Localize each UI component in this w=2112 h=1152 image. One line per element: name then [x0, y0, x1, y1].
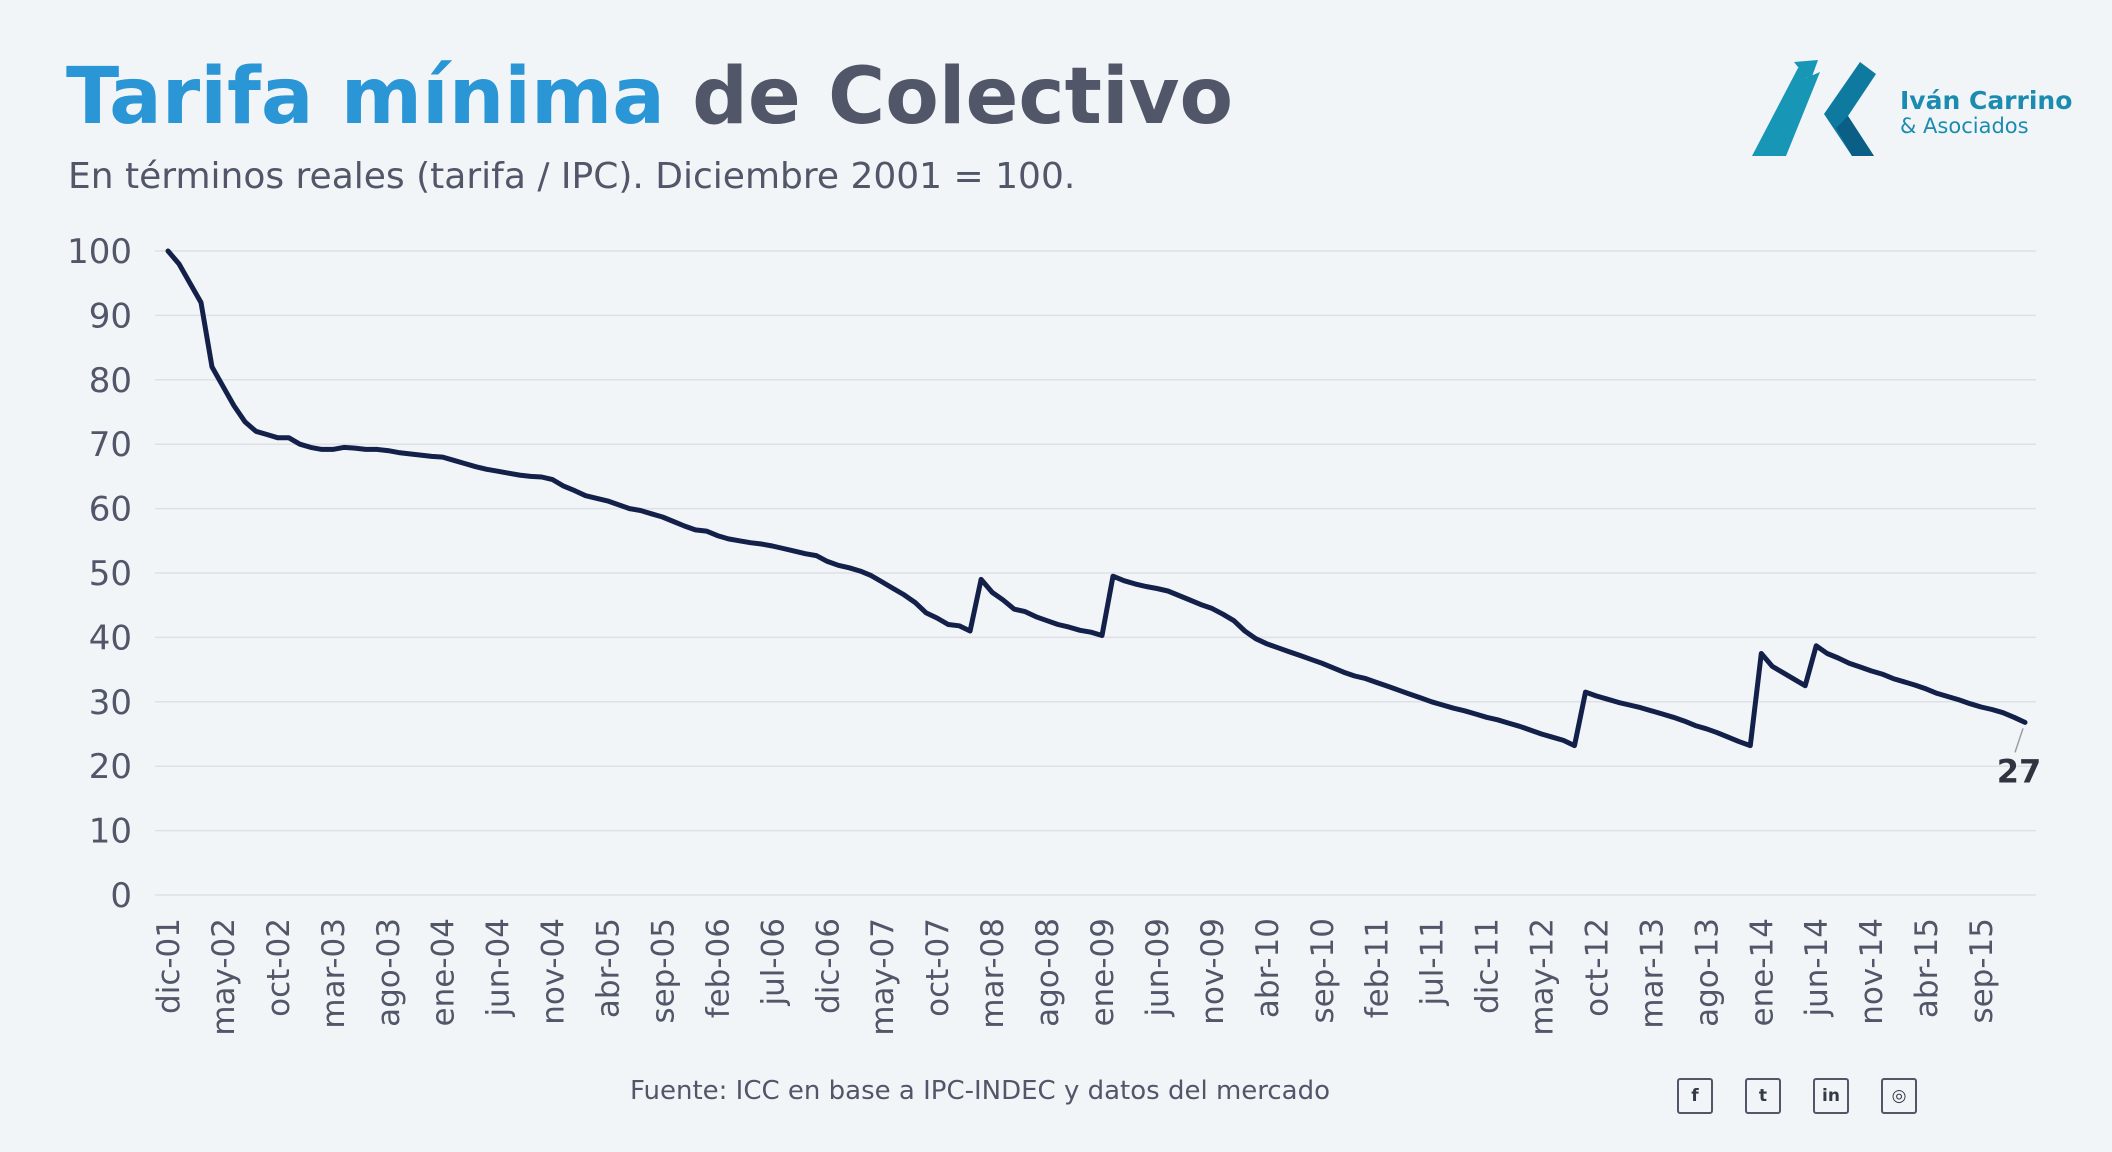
x-tick-label: jul-11: [1415, 918, 1451, 1007]
y-tick-label: 100: [67, 232, 132, 272]
title-highlight: Tarifa mínima: [66, 52, 665, 142]
x-tick-label: ene-04: [426, 918, 462, 1026]
brand-logo-icon: [1752, 60, 1876, 156]
x-tick-label: oct-02: [261, 918, 297, 1017]
x-tick-label: dic-01: [151, 918, 187, 1014]
x-tick-label: dic-11: [1470, 918, 1506, 1014]
twitter-icon[interactable]: t: [1745, 1078, 1781, 1114]
brand-subtitle: & Asociados: [1900, 114, 2029, 138]
y-tick-label: 80: [89, 361, 132, 401]
x-tick-label: nov-14: [1854, 918, 1890, 1025]
x-tick-label: jun-14: [1799, 918, 1835, 1018]
x-tick-label: ene-09: [1085, 918, 1121, 1026]
linkedin-icon[interactable]: in: [1813, 1078, 1849, 1114]
y-tick-label: 60: [89, 490, 132, 530]
y-tick-label: 30: [89, 683, 132, 723]
x-tick-label: mar-03: [316, 918, 352, 1029]
chart-title: Tarifa mínima de Colectivo: [66, 58, 1233, 136]
x-axis-labels: dic-01 may-02 oct-02 mar-03 ago-03 ene-04 jun-…: [151, 918, 2000, 1036]
y-tick-label: 50: [89, 554, 132, 594]
x-tick-label: mar-08: [975, 918, 1011, 1029]
x-tick-label: feb-06: [700, 918, 736, 1018]
x-tick-label: ago-03: [371, 918, 407, 1027]
instagram-icon[interactable]: ◎: [1881, 1078, 1917, 1114]
series-line: [165, 248, 2028, 749]
annotation-leader: [2014, 728, 2024, 753]
series-group: [165, 248, 2028, 749]
twitter-glyph: t: [1758, 1086, 1768, 1106]
x-tick-label: ago-13: [1689, 918, 1725, 1027]
x-tick-label: abr-10: [1250, 918, 1286, 1018]
facebook-icon[interactable]: f: [1677, 1078, 1713, 1114]
x-tick-label: oct-12: [1579, 918, 1615, 1017]
x-tick-label: abr-15: [1909, 918, 1945, 1018]
facebook-glyph: f: [1691, 1086, 1699, 1106]
brand-name: Iván Carrino: [1900, 86, 2073, 115]
x-tick-label: sep-05: [645, 918, 681, 1024]
x-tick-label: jul-06: [755, 918, 791, 1007]
x-tick-label: oct-07: [920, 918, 956, 1017]
y-tick-label: 0: [110, 876, 132, 916]
x-tick-label: may-02: [206, 918, 242, 1036]
x-tick-label: dic-06: [810, 918, 846, 1014]
chart-grid: [155, 250, 2036, 896]
y-tick-label: 70: [89, 425, 132, 465]
end-value-label: 27: [1997, 752, 2042, 790]
x-tick-label: nov-09: [1195, 918, 1231, 1025]
x-tick-label: mar-13: [1634, 918, 1670, 1029]
x-tick-label: may-12: [1525, 918, 1561, 1036]
x-tick-label: sep-15: [1964, 918, 2000, 1024]
y-axis-labels: 0 10 20 30 40 50 60 70 80 90 100: [67, 232, 132, 916]
x-tick-label: nov-04: [536, 918, 572, 1025]
y-tick-label: 40: [89, 618, 132, 658]
y-tick-label: 90: [89, 296, 132, 336]
x-tick-label: may-07: [865, 918, 901, 1036]
title-rest: de Colectivo: [692, 52, 1234, 142]
source-note: Fuente: ICC en base a IPC-INDEC y datos …: [629, 1076, 1331, 1106]
y-tick-label: 10: [89, 812, 132, 852]
chart-subtitle: En términos reales (tarifa / IPC). Dicie…: [68, 156, 1076, 197]
end-annotation: 27: [1997, 728, 2042, 790]
x-tick-label: abr-05: [591, 918, 627, 1018]
linkedin-glyph: in: [1822, 1086, 1840, 1106]
instagram-glyph: ◎: [1891, 1086, 1907, 1106]
x-tick-label: sep-10: [1305, 918, 1341, 1024]
x-tick-label: jun-04: [481, 918, 517, 1018]
x-tick-label: ene-14: [1744, 918, 1780, 1026]
x-tick-label: feb-11: [1360, 918, 1396, 1018]
y-tick-label: 20: [89, 747, 132, 787]
x-tick-label: ago-08: [1030, 918, 1066, 1027]
x-tick-label: jun-09: [1140, 918, 1176, 1018]
